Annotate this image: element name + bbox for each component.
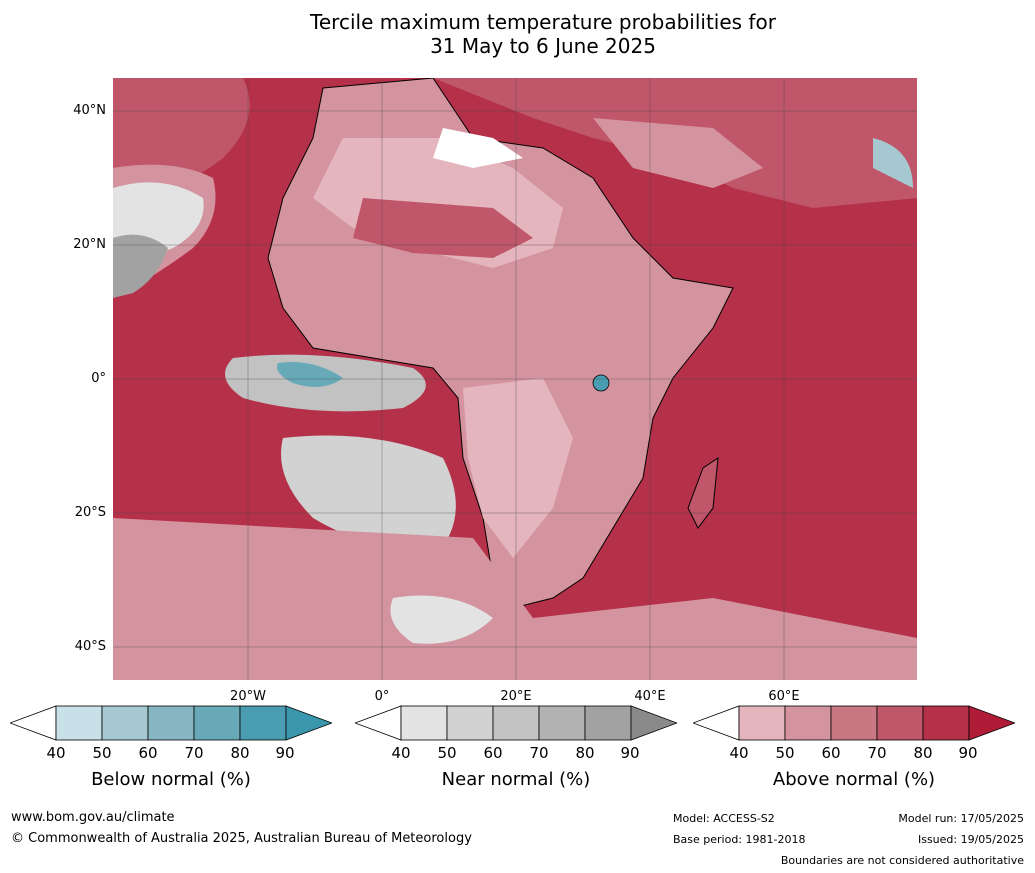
madagascar bbox=[687, 456, 719, 529]
region-sahel-band bbox=[353, 198, 533, 258]
colorbar-extend-low bbox=[355, 705, 402, 741]
colorbar-below-tick: 40 bbox=[46, 744, 66, 762]
colorbar-segment bbox=[55, 705, 103, 741]
footer-issued: Issued: 19/05/2025 bbox=[917, 833, 1024, 846]
region-himalaya-below bbox=[873, 138, 913, 188]
colorbar-segment bbox=[446, 705, 494, 741]
colorbar-segment bbox=[538, 705, 586, 741]
colorbar-segment bbox=[584, 705, 632, 741]
colorbar-segment bbox=[830, 705, 878, 741]
colorbar-segment bbox=[101, 705, 149, 741]
map-title: Tercile maximum temperature probabilitie… bbox=[0, 10, 1035, 58]
footer-model-run: Model run: 17/05/2025 bbox=[898, 812, 1024, 825]
colorbar-below-title: Below normal (%) bbox=[91, 769, 251, 790]
colorbar-below-tick: 80 bbox=[230, 744, 250, 762]
colorbar-above-tick: 40 bbox=[729, 744, 749, 762]
colorbar-segment bbox=[876, 705, 924, 741]
probability-map-canvas bbox=[113, 78, 917, 680]
colorbar-above-normal-svg bbox=[693, 705, 1015, 741]
graticule bbox=[113, 78, 917, 680]
colorbar-below-normal-svg bbox=[10, 705, 332, 741]
lat-label-0: 0° bbox=[91, 371, 106, 386]
colorbar-above-title: Above normal (%) bbox=[772, 769, 936, 790]
lat-label-20n: 20°N bbox=[73, 237, 106, 252]
colorbar-extend-low bbox=[10, 705, 57, 741]
lon-label-0: 0° bbox=[374, 689, 390, 704]
colorbar-above-tick: 90 bbox=[958, 744, 978, 762]
region-near-80 bbox=[113, 234, 168, 298]
lat-label-40n: 40°N bbox=[73, 103, 106, 118]
colorbar-above-tick: 50 bbox=[775, 744, 795, 762]
colorbar-near-tick: 40 bbox=[391, 744, 411, 762]
colorbar-segment bbox=[922, 705, 970, 741]
colorbar-segment bbox=[239, 705, 287, 741]
colorbar-near-title: Near normal (%) bbox=[441, 769, 591, 790]
colorbar-extend-high bbox=[630, 705, 677, 741]
colorbar-segment bbox=[147, 705, 195, 741]
lon-label-60e: 60°E bbox=[768, 689, 800, 704]
colorbar-below-tick: 90 bbox=[275, 744, 295, 762]
colorbar-segment bbox=[193, 705, 241, 741]
colorbar-near-tick: 80 bbox=[575, 744, 595, 762]
region-arabia bbox=[593, 118, 763, 188]
lon-label-20e: 20°E bbox=[500, 689, 532, 704]
footer-copyright: © Commonwealth of Australia 2025, Austra… bbox=[11, 831, 472, 846]
colorbar-extend-high bbox=[968, 705, 1015, 741]
colorbar-above-normal bbox=[693, 705, 1015, 742]
region-atlantic-below-normal bbox=[277, 362, 343, 387]
colorbar-segment bbox=[492, 705, 540, 741]
footer-disclaimer: Boundaries are not considered authoritat… bbox=[780, 854, 1024, 867]
colorbar-below-tick: 60 bbox=[138, 744, 158, 762]
lon-label-40e: 40°E bbox=[634, 689, 666, 704]
map-title-line2: 31 May to 6 June 2025 bbox=[430, 34, 656, 58]
region-south-atlantic-near bbox=[281, 435, 456, 558]
colorbar-below-normal bbox=[10, 705, 332, 742]
colorbar-segment bbox=[784, 705, 832, 741]
region-southern-ocean-near bbox=[390, 595, 493, 644]
colorbar-near-tick: 50 bbox=[437, 744, 457, 762]
colorbar-segment bbox=[738, 705, 786, 741]
colorbar-near-normal bbox=[355, 705, 677, 742]
colorbar-below-tick: 70 bbox=[184, 744, 204, 762]
colorbar-above-tick: 60 bbox=[821, 744, 841, 762]
probability-map bbox=[113, 78, 917, 680]
colorbar-above-tick: 80 bbox=[913, 744, 933, 762]
region-above-70 bbox=[113, 78, 250, 190]
lat-label-20s: 20°S bbox=[74, 505, 106, 520]
map-title-line1: Tercile maximum temperature probabilitie… bbox=[310, 10, 776, 34]
colorbar-extend-high bbox=[285, 705, 332, 741]
colorbar-near-tick: 70 bbox=[529, 744, 549, 762]
footer-base-period: Base period: 1981-2018 bbox=[673, 833, 806, 846]
colorbar-extend-low bbox=[693, 705, 740, 741]
footer-url: www.bom.gov.au/climate bbox=[11, 810, 175, 825]
colorbar-near-tick: 90 bbox=[620, 744, 640, 762]
lon-label-20w: 20°W bbox=[230, 689, 266, 704]
colorbar-near-tick: 60 bbox=[483, 744, 503, 762]
colorbar-above-tick: 70 bbox=[867, 744, 887, 762]
footer-model: Model: ACCESS-S2 bbox=[673, 812, 775, 825]
region-southern-ocean bbox=[113, 518, 917, 680]
region-libya-white bbox=[433, 128, 523, 168]
colorbar-near-normal-svg bbox=[355, 705, 677, 741]
colorbar-below-tick: 50 bbox=[92, 744, 112, 762]
lat-label-40s: 40°S bbox=[74, 639, 106, 654]
colorbar-segment bbox=[400, 705, 448, 741]
lake-victoria bbox=[592, 374, 610, 392]
